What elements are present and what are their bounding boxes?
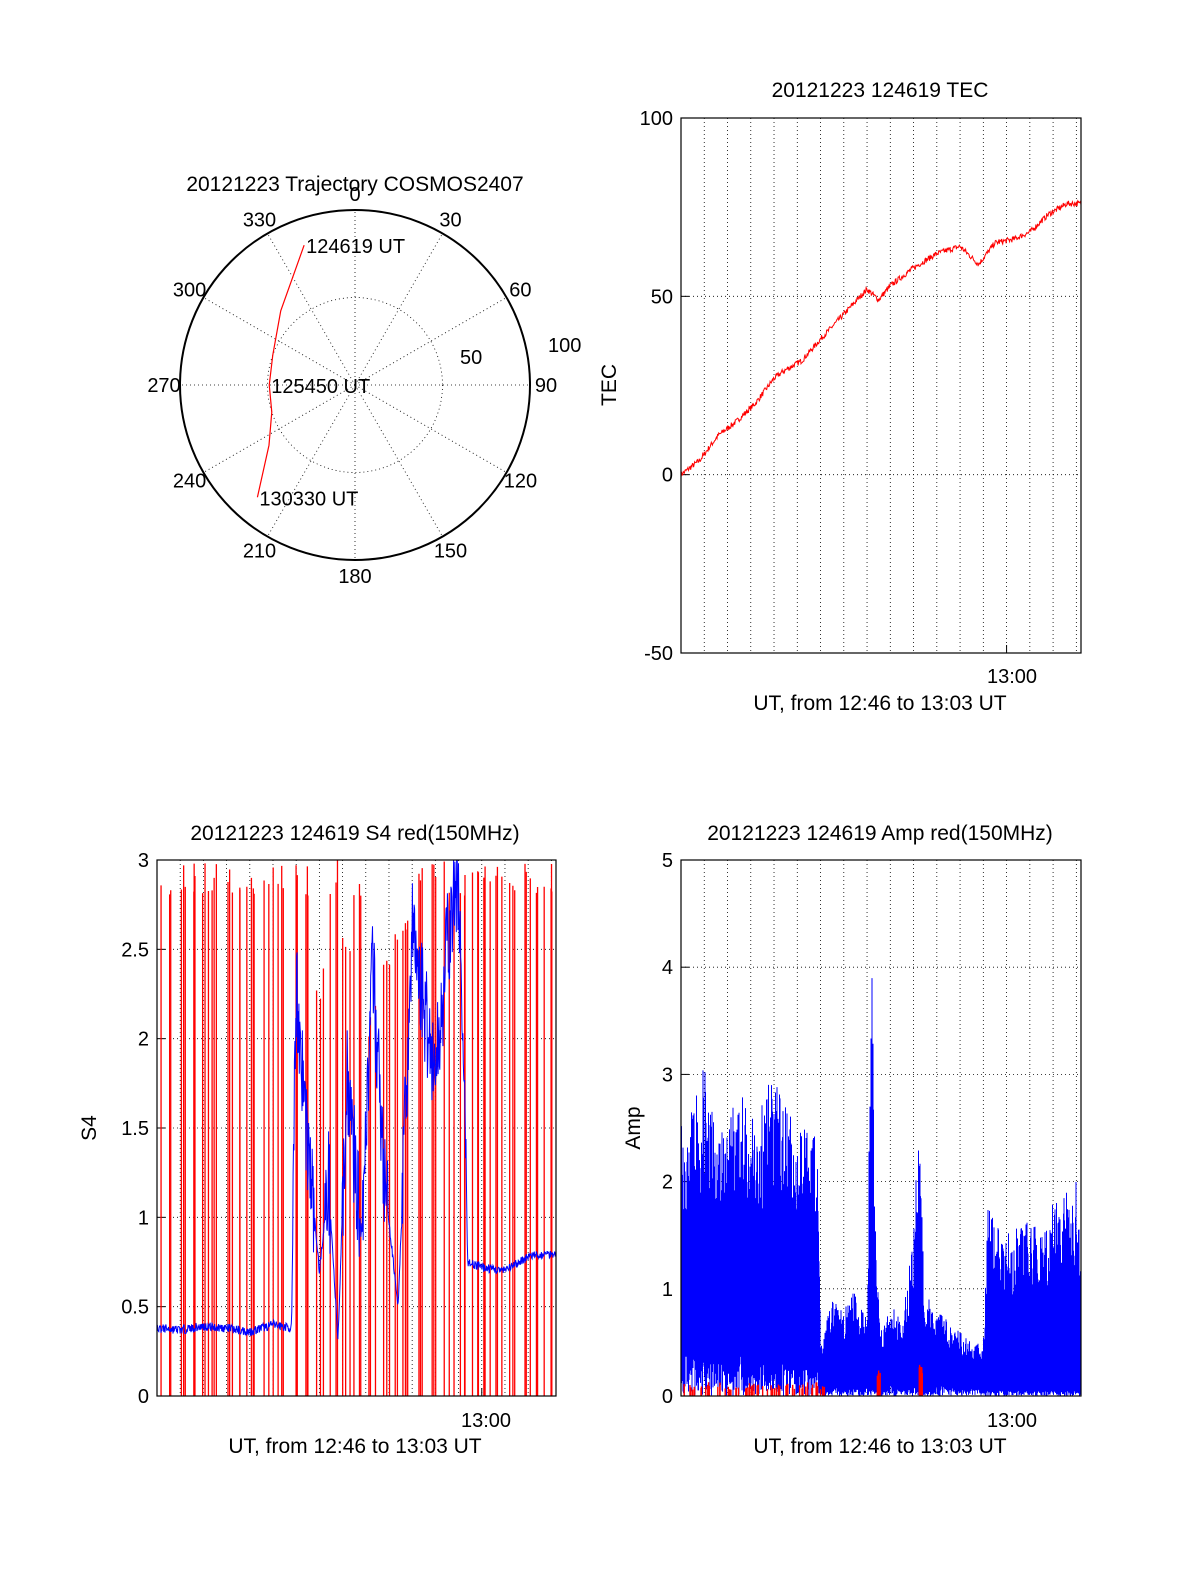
s4-ytick-label: 3 bbox=[138, 850, 149, 872]
tec-xtick-label: 13:00 bbox=[987, 666, 1037, 688]
tec-ylabel: TEC bbox=[598, 364, 621, 406]
amp-ytick-label: 0 bbox=[662, 1386, 673, 1408]
trajectory-time-label: 125450 UT bbox=[271, 376, 370, 398]
s4-ytick-label: 2.5 bbox=[121, 939, 149, 961]
azimuth-label: 30 bbox=[439, 210, 461, 232]
s4-chart: 20121223 124619 S4 red(150MHz) S4 UT, fr… bbox=[78, 822, 557, 1458]
azimuth-label: 210 bbox=[243, 540, 276, 562]
polar-spoke bbox=[354, 297, 507, 386]
tec-plot-area bbox=[681, 199, 1081, 478]
polar-inner-circle bbox=[267, 297, 443, 473]
trajectory-line bbox=[256, 245, 305, 498]
s4-xtick-label: 13:00 bbox=[461, 1410, 511, 1432]
amp-ytick-label: 5 bbox=[662, 850, 673, 872]
tec-frame bbox=[680, 117, 1082, 654]
amp-plot-area bbox=[681, 978, 1081, 1396]
azimuth-label: 150 bbox=[434, 540, 467, 562]
polar-spoke bbox=[354, 384, 507, 473]
s4-ytick-label: 1 bbox=[138, 1207, 149, 1229]
tec-ytick-label: 0 bbox=[662, 465, 673, 487]
azimuth-label: 270 bbox=[147, 375, 180, 397]
amp-chart: 20121223 124619 Amp red(150MHz) Amp UT, … bbox=[622, 822, 1082, 1458]
s4-frame bbox=[156, 859, 557, 1397]
s4-title: 20121223 124619 S4 red(150MHz) bbox=[190, 822, 519, 845]
amp-ytick-label: 3 bbox=[662, 1064, 673, 1086]
azimuth-label: 330 bbox=[243, 210, 276, 232]
amp-ytick-label: 2 bbox=[662, 1172, 673, 1194]
polar-spoke bbox=[354, 384, 443, 537]
amp-frame bbox=[680, 859, 1082, 1397]
tec-series-line bbox=[681, 199, 1081, 478]
amp-ytick-label: 1 bbox=[662, 1279, 673, 1301]
azimuth-label: 0 bbox=[349, 184, 360, 206]
trajectory-time-label: 130330 UT bbox=[259, 488, 358, 510]
radial-label-100: 100 bbox=[548, 335, 581, 357]
s4-xlabel: UT, from 12:46 to 13:03 UT bbox=[228, 1435, 481, 1458]
azimuth-label: 180 bbox=[338, 566, 371, 588]
s4-ytick-label: 1.5 bbox=[121, 1118, 149, 1140]
trajectory-time-label: 124619 UT bbox=[306, 236, 405, 258]
s4-ylabel: S4 bbox=[78, 1115, 101, 1141]
s4-blue-line bbox=[157, 860, 556, 1340]
polar-spoke bbox=[267, 384, 356, 537]
s4-ytick-label: 0.5 bbox=[121, 1297, 149, 1319]
tec-ytick-label: 100 bbox=[640, 108, 673, 130]
amp-xtick-label: 13:00 bbox=[987, 1410, 1037, 1432]
s4-plot-area bbox=[157, 860, 556, 1396]
trajectory-polar-chart: 20121223 Trajectory COSMOS2407 0 30 60 90 12… bbox=[147, 173, 581, 588]
amp-xlabel: UT, from 12:46 to 13:03 UT bbox=[753, 1435, 1006, 1458]
s4-ytick-label: 2 bbox=[138, 1029, 149, 1051]
azimuth-label: 240 bbox=[173, 471, 206, 493]
polar-outer-circle bbox=[179, 209, 531, 561]
azimuth-label: 90 bbox=[535, 375, 557, 397]
trajectory-title: 20121223 Trajectory COSMOS2407 bbox=[186, 173, 523, 196]
amp-ytick-label: 4 bbox=[662, 957, 673, 979]
azimuth-label: 120 bbox=[504, 471, 537, 493]
tec-ytick-label: -50 bbox=[644, 643, 673, 665]
tec-xlabel: UT, from 12:46 to 13:03 UT bbox=[753, 692, 1006, 715]
radial-label-50: 50 bbox=[460, 347, 482, 369]
amp-title: 20121223 124619 Amp red(150MHz) bbox=[707, 822, 1053, 845]
tec-title: 20121223 124619 TEC bbox=[772, 79, 989, 102]
polar-azimuth-labels: 0 30 60 90 120 150 180 210 240 270 300 330 bbox=[147, 184, 557, 588]
tec-ytick-label: 50 bbox=[651, 286, 673, 308]
polar-grid bbox=[179, 209, 531, 561]
s4-ytick-label: 0 bbox=[138, 1386, 149, 1408]
tec-chart: 20121223 124619 TEC TEC UT, from 12:46 t… bbox=[598, 79, 1082, 715]
azimuth-label: 60 bbox=[509, 280, 531, 302]
azimuth-label: 300 bbox=[173, 280, 206, 302]
amp-ylabel: Amp bbox=[622, 1106, 645, 1149]
trajectory-annotations: 124619 UT 125450 UT 130330 UT bbox=[259, 236, 405, 510]
